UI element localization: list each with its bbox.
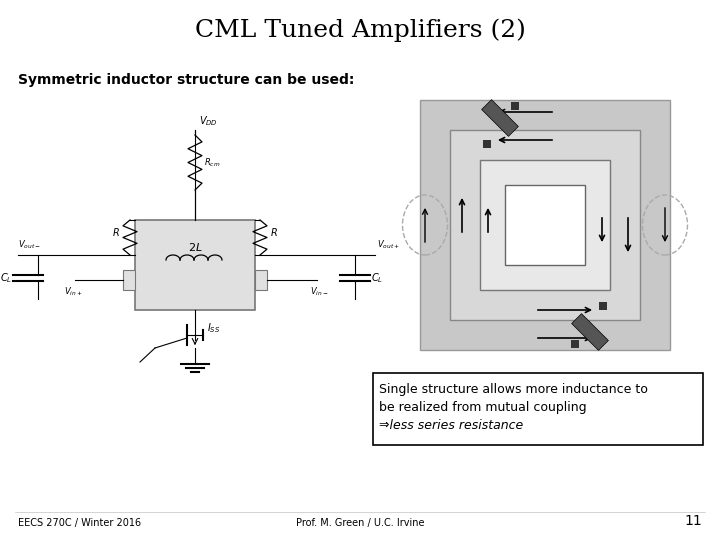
Text: $V_{out-}$: $V_{out-}$ xyxy=(18,239,41,251)
Bar xyxy=(599,302,607,310)
Text: $V_{in-}$: $V_{in-}$ xyxy=(310,286,328,298)
Bar xyxy=(571,340,579,348)
Text: CML Tuned Amplifiers (2): CML Tuned Amplifiers (2) xyxy=(194,18,526,42)
Polygon shape xyxy=(572,314,608,350)
Text: $R$: $R$ xyxy=(270,226,278,239)
Bar xyxy=(483,140,491,148)
Text: be realized from mutual coupling: be realized from mutual coupling xyxy=(379,401,587,414)
Text: $R$: $R$ xyxy=(112,226,120,239)
Text: $R_{cm}$: $R_{cm}$ xyxy=(204,156,220,168)
Text: EECS 270C / Winter 2016: EECS 270C / Winter 2016 xyxy=(18,518,141,528)
Bar xyxy=(135,220,255,310)
Bar xyxy=(450,130,640,320)
Text: $I_{SS}$: $I_{SS}$ xyxy=(207,321,220,335)
Text: Symmetric inductor structure can be used:: Symmetric inductor structure can be used… xyxy=(18,73,354,87)
Bar xyxy=(505,185,585,265)
Text: Prof. M. Green / U.C. Irvine: Prof. M. Green / U.C. Irvine xyxy=(296,518,424,528)
Text: $V_{in+}$: $V_{in+}$ xyxy=(63,286,82,298)
Bar xyxy=(255,270,267,290)
Text: $V_{DD}$: $V_{DD}$ xyxy=(199,114,218,128)
Polygon shape xyxy=(482,99,518,137)
Bar xyxy=(373,373,703,445)
Bar xyxy=(420,100,670,350)
Text: $C_L$: $C_L$ xyxy=(0,271,12,285)
Text: ⇒less series resistance: ⇒less series resistance xyxy=(379,419,523,432)
Text: Single structure allows more inductance to: Single structure allows more inductance … xyxy=(379,383,648,396)
Bar xyxy=(480,160,610,290)
Text: $2L$: $2L$ xyxy=(188,241,202,253)
Text: $C_L$: $C_L$ xyxy=(371,271,383,285)
Bar xyxy=(123,270,135,290)
Text: 11: 11 xyxy=(684,514,702,528)
Text: $V_{out+}$: $V_{out+}$ xyxy=(377,239,400,251)
Bar xyxy=(511,102,519,110)
